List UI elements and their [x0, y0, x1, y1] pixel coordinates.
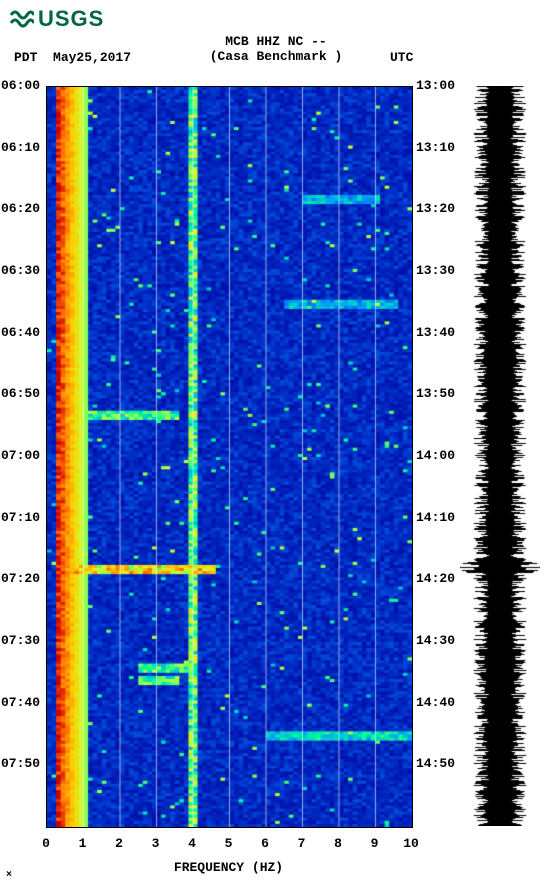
usgs-logo: USGS	[10, 6, 104, 32]
ytick-left: 06:20	[0, 201, 40, 216]
ytick-left: 06:10	[0, 140, 40, 155]
ytick-right: 14:30	[416, 633, 466, 648]
spectrogram-plot	[46, 86, 411, 826]
ytick-left: 07:30	[0, 633, 40, 648]
waveform-canvas	[460, 86, 540, 826]
x-axis-label: FREQUENCY (HZ)	[46, 860, 411, 875]
spectrogram-canvas	[46, 86, 413, 828]
ytick-right: 14:50	[416, 756, 466, 771]
ytick-right: 13:30	[416, 263, 466, 278]
ytick-right: 14:10	[416, 510, 466, 525]
usgs-logo-text: USGS	[38, 6, 104, 32]
utc-label: UTC	[390, 50, 413, 65]
xtick: 3	[146, 836, 166, 851]
xtick: 10	[401, 836, 421, 851]
x-axis: 012345678910 FREQUENCY (HZ)	[46, 828, 411, 868]
xtick: 5	[219, 836, 239, 851]
xtick: 0	[36, 836, 56, 851]
pdt-label: PDT May25,2017	[14, 50, 131, 65]
ytick-left: 07:00	[0, 448, 40, 463]
ytick-right: 13:40	[416, 325, 466, 340]
xtick: 9	[365, 836, 385, 851]
station-line: MCB HHZ NC --	[0, 34, 552, 49]
usgs-wave-icon	[10, 7, 34, 31]
ytick-right: 14:00	[416, 448, 466, 463]
ytick-right: 13:00	[416, 78, 466, 93]
ytick-right: 14:40	[416, 695, 466, 710]
corner-mark: ×	[6, 870, 12, 881]
ytick-left: 06:40	[0, 325, 40, 340]
xtick: 8	[328, 836, 348, 851]
ytick-left: 07:50	[0, 756, 40, 771]
ytick-left: 07:20	[0, 571, 40, 586]
ytick-right: 13:10	[416, 140, 466, 155]
xtick: 6	[255, 836, 275, 851]
ytick-right: 14:20	[416, 571, 466, 586]
ytick-left: 06:00	[0, 78, 40, 93]
xtick: 2	[109, 836, 129, 851]
ytick-right: 13:50	[416, 386, 466, 401]
ytick-right: 13:20	[416, 201, 466, 216]
ytick-left: 07:40	[0, 695, 40, 710]
xtick: 4	[182, 836, 202, 851]
ytick-left: 06:50	[0, 386, 40, 401]
ytick-left: 06:30	[0, 263, 40, 278]
xtick: 7	[292, 836, 312, 851]
xtick: 1	[73, 836, 93, 851]
ytick-left: 07:10	[0, 510, 40, 525]
